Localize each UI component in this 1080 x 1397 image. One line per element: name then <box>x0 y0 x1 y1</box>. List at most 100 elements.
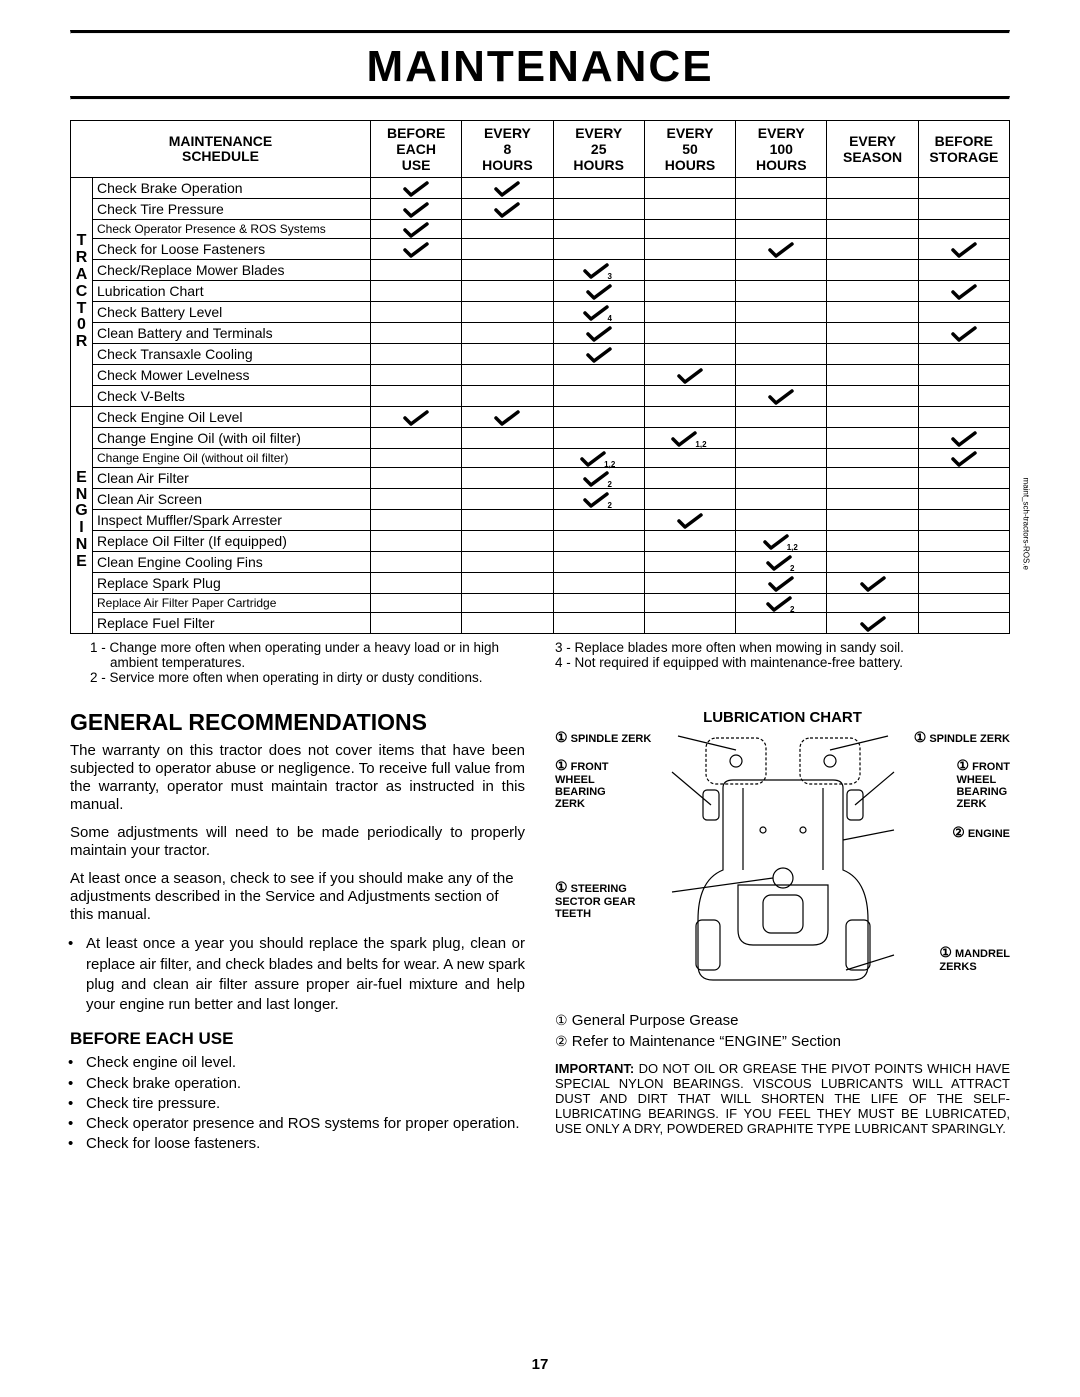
check-cell <box>553 344 644 365</box>
check-cell <box>736 344 827 365</box>
check-cell <box>371 531 462 552</box>
task-cell: Check Brake Operation <box>93 178 371 199</box>
check-cell <box>644 489 735 510</box>
check-cell <box>553 199 644 220</box>
task-cell: Check Operator Presence & ROS Systems <box>93 220 371 239</box>
schedule-column-header: EVERY25HOURS <box>553 121 644 178</box>
schedule-column-header: EVERY8HOURS <box>462 121 553 178</box>
check-cell <box>553 323 644 344</box>
check-cell <box>827 323 918 344</box>
check-cell <box>462 468 553 489</box>
check-cell <box>553 428 644 449</box>
check-cell <box>736 178 827 199</box>
table-row: Check for Loose Fasteners <box>71 239 1010 260</box>
check-cell <box>553 531 644 552</box>
check-cell <box>827 178 918 199</box>
task-cell: Change Engine Oil (with oil filter) <box>93 428 371 449</box>
check-cell <box>644 239 735 260</box>
check-cell <box>371 323 462 344</box>
check-cell <box>462 531 553 552</box>
table-row: TRACT0RCheck Brake Operation <box>71 178 1010 199</box>
check-cell <box>462 552 553 573</box>
check-cell <box>644 531 735 552</box>
table-row: Lubrication Chart <box>71 281 1010 302</box>
check-cell <box>827 386 918 407</box>
lube-label-front-wheel-left: ① FRONT WHEEL BEARING ZERK <box>555 758 609 810</box>
check-cell <box>644 260 735 281</box>
check-cell <box>827 199 918 220</box>
general-bullet: At least once a year you should replace … <box>86 934 525 1015</box>
check-cell <box>736 573 827 594</box>
list-item: Check tire pressure. <box>86 1094 525 1114</box>
table-row: Clean Engine Cooling Fins2 <box>71 552 1010 573</box>
check-cell <box>371 552 462 573</box>
check-cell <box>918 302 1009 323</box>
check-cell <box>827 468 918 489</box>
check-cell <box>371 573 462 594</box>
check-cell <box>553 386 644 407</box>
check-cell <box>462 220 553 239</box>
check-cell <box>462 386 553 407</box>
check-cell <box>644 220 735 239</box>
check-cell <box>918 239 1009 260</box>
check-cell <box>918 344 1009 365</box>
check-cell <box>462 573 553 594</box>
table-row: Check Operator Presence & ROS Systems <box>71 220 1010 239</box>
check-cell <box>918 552 1009 573</box>
check-cell <box>462 489 553 510</box>
check-cell <box>918 323 1009 344</box>
check-cell <box>827 613 918 634</box>
check-cell <box>918 220 1009 239</box>
check-cell <box>736 220 827 239</box>
check-cell <box>736 199 827 220</box>
check-cell <box>462 365 553 386</box>
check-cell: 2 <box>553 468 644 489</box>
check-cell <box>644 613 735 634</box>
check-cell <box>918 199 1009 220</box>
check-cell <box>918 386 1009 407</box>
check-cell <box>827 573 918 594</box>
check-cell <box>827 552 918 573</box>
check-cell <box>371 344 462 365</box>
check-cell <box>827 344 918 365</box>
maintenance-schedule-table: MAINTENANCESCHEDULEBEFOREEACHUSEEVERY8HO… <box>70 120 1010 634</box>
task-cell: Check Mower Levelness <box>93 365 371 386</box>
check-cell <box>462 323 553 344</box>
check-cell <box>736 489 827 510</box>
general-heading: GENERAL RECOMMENDATIONS <box>70 709 525 736</box>
task-cell: Clean Battery and Terminals <box>93 323 371 344</box>
check-cell <box>462 449 553 468</box>
task-cell: Check Transaxle Cooling <box>93 344 371 365</box>
lube-label-front-wheel-right: ① FRONT WHEEL BEARING ZERK <box>956 758 1010 810</box>
check-cell <box>644 344 735 365</box>
check-cell: 2 <box>553 489 644 510</box>
task-cell: Lubrication Chart <box>93 281 371 302</box>
table-row: Clean Battery and Terminals <box>71 323 1010 344</box>
general-recommendations-col: GENERAL RECOMMENDATIONS The warranty on … <box>70 709 525 1154</box>
check-cell <box>371 489 462 510</box>
schedule-column-header: EVERYSEASON <box>827 121 918 178</box>
task-cell: Replace Fuel Filter <box>93 613 371 634</box>
check-cell <box>462 407 553 428</box>
check-cell <box>462 510 553 531</box>
lube-label-steering: ① STEERING SECTOR GEAR TEETH <box>555 880 635 920</box>
table-row: Check Tire Pressure <box>71 199 1010 220</box>
table-footnotes: 1 - Change more often when operating und… <box>90 640 990 685</box>
check-cell <box>644 407 735 428</box>
check-cell <box>918 468 1009 489</box>
table-row: Change Engine Oil (without oil filter)1,… <box>71 449 1010 468</box>
check-cell <box>644 468 735 489</box>
check-cell <box>918 531 1009 552</box>
check-cell <box>371 386 462 407</box>
list-item: Check for loose fasteners. <box>86 1134 525 1154</box>
lube-chart-title: LUBRICATION CHART <box>555 709 1010 726</box>
check-cell <box>462 344 553 365</box>
check-cell <box>553 613 644 634</box>
schedule-column-header: BEFOREEACHUSE <box>371 121 462 178</box>
check-cell <box>736 510 827 531</box>
lube-label-engine: ② ENGINE <box>952 825 1010 840</box>
check-cell <box>371 510 462 531</box>
table-row: Replace Spark Plug <box>71 573 1010 594</box>
check-cell <box>918 510 1009 531</box>
table-row: Check Transaxle Cooling <box>71 344 1010 365</box>
